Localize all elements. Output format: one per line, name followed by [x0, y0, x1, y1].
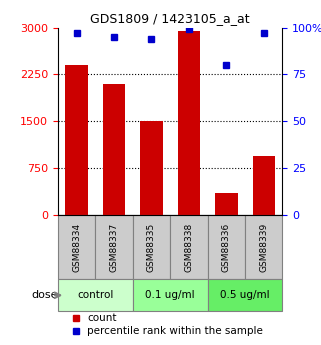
Text: GSM88334: GSM88334 — [72, 223, 81, 272]
Text: GSM88339: GSM88339 — [259, 223, 268, 272]
Bar — [253, 156, 275, 215]
Bar — [65, 65, 88, 215]
Bar — [103, 84, 125, 215]
FancyBboxPatch shape — [170, 215, 208, 279]
Text: 0.5 ug/ml: 0.5 ug/ml — [220, 290, 270, 300]
Bar — [178, 31, 200, 215]
Title: GDS1809 / 1423105_a_at: GDS1809 / 1423105_a_at — [90, 12, 250, 25]
Text: GSM88336: GSM88336 — [222, 223, 231, 272]
Text: percentile rank within the sample: percentile rank within the sample — [87, 326, 263, 336]
FancyBboxPatch shape — [58, 215, 95, 279]
FancyBboxPatch shape — [208, 215, 245, 279]
FancyBboxPatch shape — [245, 215, 282, 279]
Text: control: control — [77, 290, 113, 300]
Text: dose: dose — [31, 290, 58, 300]
FancyBboxPatch shape — [133, 279, 208, 311]
Text: GSM88338: GSM88338 — [184, 223, 193, 272]
Bar — [215, 193, 238, 215]
Text: GSM88335: GSM88335 — [147, 223, 156, 272]
FancyBboxPatch shape — [58, 279, 133, 311]
FancyBboxPatch shape — [95, 215, 133, 279]
Bar — [140, 121, 163, 215]
Text: 0.1 ug/ml: 0.1 ug/ml — [145, 290, 195, 300]
FancyBboxPatch shape — [133, 215, 170, 279]
FancyBboxPatch shape — [208, 279, 282, 311]
Text: count: count — [87, 313, 117, 323]
Text: GSM88337: GSM88337 — [109, 223, 118, 272]
